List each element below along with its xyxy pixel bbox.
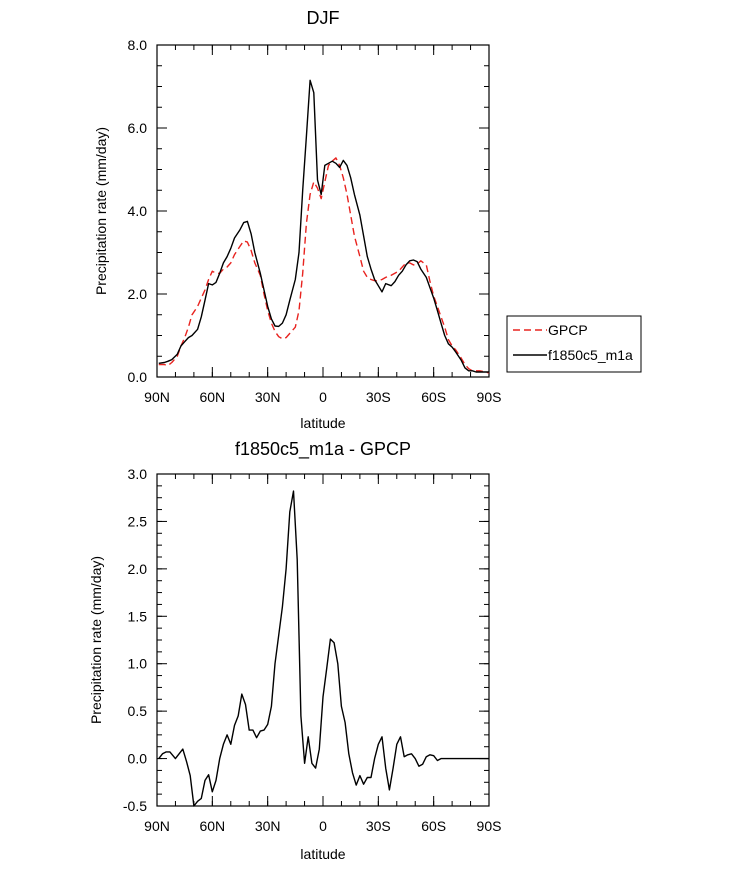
- top-chart-title: DJF: [307, 8, 340, 28]
- x-tick-label: 90S: [477, 818, 502, 834]
- y-tick-label: 1.0: [128, 656, 148, 672]
- x-tick-label: 90S: [477, 389, 502, 405]
- top-tick-marks: [156, 44, 490, 378]
- y-tick-label: 0.0: [128, 369, 148, 385]
- x-tick-label: 90N: [144, 818, 170, 834]
- x-tick-label: 30S: [366, 389, 391, 405]
- top-y-tick-labels: 0.0 2.0 4.0 6.0 8.0: [128, 37, 148, 385]
- bottom-chart: f1850c5_m1a - GPCP -0.5 0.0 0.5 1.0 1.5 2.0 2.…: [88, 439, 501, 862]
- legend-entry-model: f1850c5_m1a: [513, 347, 633, 363]
- x-tick-label: 30S: [366, 818, 391, 834]
- x-tick-label: 60N: [199, 389, 225, 405]
- y-tick-label: 6.0: [128, 120, 148, 136]
- top-x-axis-label: latitude: [300, 415, 345, 431]
- y-tick-label: 8.0: [128, 37, 148, 53]
- bottom-y-tick-labels: -0.5 0.0 0.5 1.0 1.5 2.0 2.5 3.0: [123, 466, 147, 814]
- bottom-y-axis-label: Precipitation rate (mm/day): [88, 556, 104, 724]
- bottom-chart-title: f1850c5_m1a - GPCP: [235, 439, 411, 460]
- x-tick-label: 60N: [199, 818, 225, 834]
- bottom-plot-frame: [156, 473, 490, 807]
- y-tick-label: 2.0: [128, 286, 148, 302]
- y-tick-label: 2.0: [128, 561, 148, 577]
- bottom-x-tick-labels: 90N 60N 30N 0 30S 60S 90S: [144, 818, 501, 834]
- y-tick-label: 4.0: [128, 203, 148, 219]
- bottom-x-axis-label: latitude: [300, 846, 345, 862]
- x-tick-label: 30N: [255, 389, 281, 405]
- y-tick-label: 0.0: [128, 751, 148, 767]
- legend-box: [506, 315, 642, 373]
- x-tick-label: 60S: [421, 818, 446, 834]
- x-tick-label: 0: [319, 818, 327, 834]
- y-tick-label: 0.5: [128, 703, 148, 719]
- bottom-series-lines: [158, 490, 489, 807]
- bottom-tick-marks: [156, 473, 490, 807]
- series-line-gpcp: [158, 157, 490, 374]
- y-tick-label: 1.5: [128, 608, 148, 624]
- top-y-axis-label: Precipitation rate (mm/day): [93, 127, 109, 295]
- top-x-tick-labels: 90N 60N 30N 0 30S 60S 90S: [144, 389, 501, 405]
- x-tick-label: 0: [319, 389, 327, 405]
- series-line-f1850c5-m1a-gpcp: [158, 490, 489, 807]
- legend-label-gpcp: GPCP: [548, 322, 588, 338]
- y-tick-label: -0.5: [123, 798, 147, 814]
- top-series-lines: [158, 79, 490, 374]
- legend-entry-gpcp: GPCP: [513, 322, 588, 338]
- legend: GPCP f1850c5_m1a: [506, 315, 642, 373]
- legend-label-model: f1850c5_m1a: [548, 347, 633, 363]
- y-tick-label: 2.5: [128, 513, 148, 529]
- x-tick-label: 60S: [421, 389, 446, 405]
- y-tick-label: 3.0: [128, 466, 148, 482]
- x-tick-label: 30N: [255, 818, 281, 834]
- top-chart: DJF 0.02.04.06.08.0 90N 60N 30N 0 30S 60S 90S …: [93, 8, 642, 431]
- series-line-f1850c5-m1a: [158, 79, 489, 373]
- x-tick-label: 90N: [144, 389, 170, 405]
- top-plot-frame: [156, 44, 490, 378]
